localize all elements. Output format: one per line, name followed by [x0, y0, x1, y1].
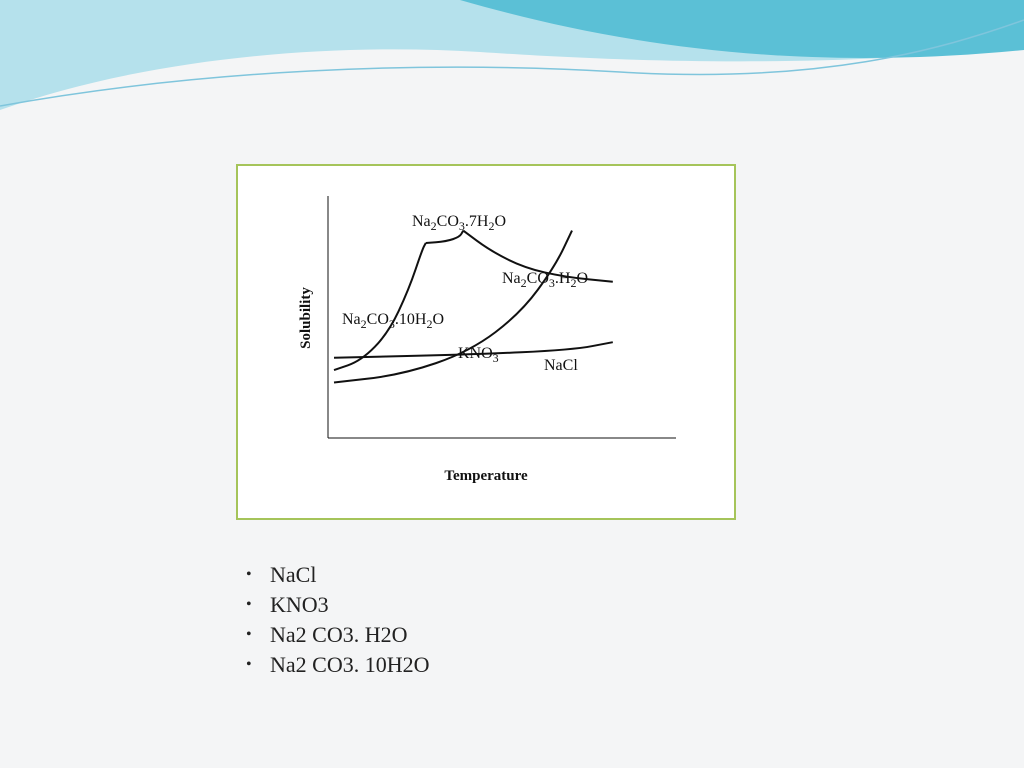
series-label-na2co3-10h2o: Na2CO3.10H2O	[342, 311, 444, 331]
bullet-icon: •	[246, 656, 252, 673]
list-item: • Na2 CO3. 10H2O	[246, 650, 430, 680]
series-line-nacl	[333, 341, 613, 359]
series-line-na2co3-h2o	[462, 229, 613, 283]
solubility-chart: Solubility Temperature Na2CO3.10H2O Na2CO…	[298, 196, 676, 484]
bullet-list: • NaCl • KNO3 • Na2 CO3. H2O • Na2 CO3. 10H2…	[246, 560, 430, 680]
list-item: • Na2 CO3. H2O	[246, 620, 430, 650]
list-item: • NaCl	[246, 560, 430, 590]
bullet-icon: •	[246, 596, 252, 613]
series-line-kno3	[333, 230, 573, 384]
series-label-na2co3-7h2o: Na2CO3.7H2O	[412, 213, 506, 233]
banner-thin-line	[0, 19, 1024, 107]
bullet-text: KNO3	[270, 592, 329, 617]
bullet-text: Na2 CO3. H2O	[270, 622, 408, 647]
series-label-nacl: NaCl	[544, 357, 578, 374]
decorative-banner	[0, 0, 1024, 110]
series-line-na2co3-7h2o	[425, 230, 465, 244]
bullet-text: NaCl	[270, 562, 317, 587]
bullet-icon: •	[246, 626, 252, 643]
bullet-icon: •	[246, 566, 252, 583]
list-item: • KNO3	[246, 590, 430, 620]
bullet-text: Na2 CO3. 10H2O	[270, 652, 430, 677]
series-line-na2co3-10h2o	[333, 242, 427, 372]
x-axis-label: Temperature	[444, 468, 528, 484]
y-axis-label: Solubility	[298, 287, 314, 349]
figure-frame: Solubility Temperature Na2CO3.10H2O Na2CO…	[236, 164, 736, 520]
banner-wave-front	[460, 0, 1024, 58]
